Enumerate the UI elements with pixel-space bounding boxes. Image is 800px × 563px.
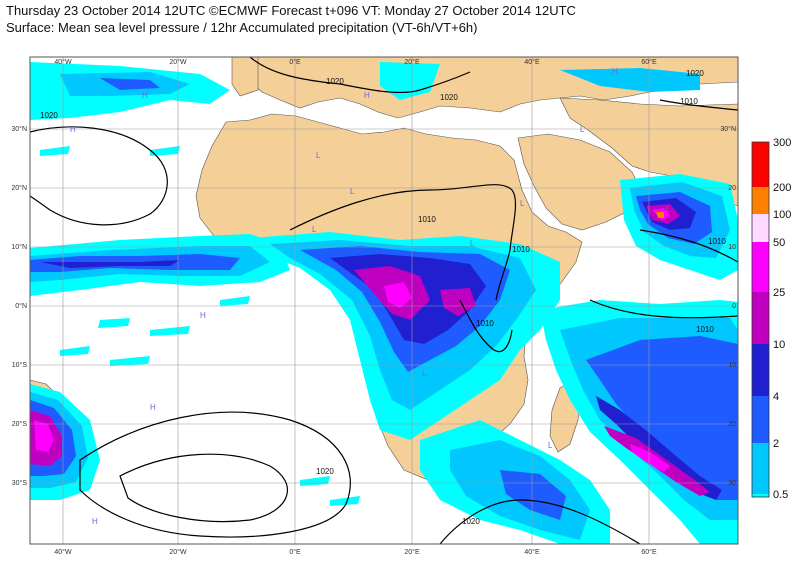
legend-label: 50 xyxy=(773,237,785,249)
pressure-centre: L xyxy=(470,239,475,248)
pressure-centre: H xyxy=(150,403,156,412)
legend-label: 100 xyxy=(773,209,791,221)
latitude-labels-left: 30°N 20°N 10°N 0°N 10°S 20°S 30°S xyxy=(11,125,27,487)
lat-label: 10°N xyxy=(11,243,27,251)
lat-label: 30°S xyxy=(12,479,28,487)
legend-swatch-200-300 xyxy=(752,142,769,187)
lon-label: 20°E xyxy=(404,58,420,66)
isobar-1010-iran xyxy=(659,99,739,111)
map-subtitle: Surface: Mean sea level pressure / 12hr … xyxy=(6,20,478,35)
lon-label: 40°E xyxy=(524,58,540,66)
pressure-centre: L xyxy=(580,125,585,134)
lat-label-right: 30 xyxy=(728,480,736,487)
isobar-label: 1010 xyxy=(696,325,714,334)
isobar-label: 1020 xyxy=(686,69,704,78)
lon-label: 40°E xyxy=(524,548,540,556)
legend-label: 10 xyxy=(773,339,785,351)
precipitation-legend: 300 200 100 50 25 10 4 2 0.5 xyxy=(751,137,791,501)
land-iberia xyxy=(231,56,259,97)
lon-label: 20°E xyxy=(404,548,420,556)
legend-swatch-50-100 xyxy=(752,214,769,242)
isobar-label: 1020 xyxy=(440,93,458,102)
lon-label: 0°E xyxy=(289,58,301,66)
lat-label: 0°N xyxy=(15,302,27,310)
legend-swatch-2-4 xyxy=(752,396,769,443)
lat-label-right: 0 xyxy=(732,303,736,310)
lon-label: 40°W xyxy=(54,58,72,66)
legend-label: 25 xyxy=(773,287,785,299)
lat-label-right: 20 xyxy=(728,185,736,192)
longitude-labels-top: 40°W 20°W 0°E 20°E 40°E 60°E xyxy=(54,58,657,66)
pressure-centre: L xyxy=(312,225,317,234)
pressure-centre: H xyxy=(200,311,206,320)
isobar-1020-south-atlantic-inner xyxy=(119,453,288,523)
lon-label: 40°W xyxy=(54,548,72,556)
map-frame xyxy=(29,56,739,545)
isobar-labels: 1020 1020 1020 1010 1010 1010 1010 1020 … xyxy=(40,69,726,526)
lon-label: 20°W xyxy=(169,548,187,556)
lat-label-right: 10 xyxy=(728,362,736,369)
isobar-label: 1020 xyxy=(326,77,344,86)
isobar-label: 1010 xyxy=(680,97,698,106)
map-title: Thursday 23 October 2014 12UTC ©ECMWF Fo… xyxy=(6,3,576,18)
isobar-1020-south-atlantic xyxy=(79,411,351,538)
lat-label-right: 10 xyxy=(728,244,736,251)
isobar-label: 1020 xyxy=(462,517,480,526)
land-arabia xyxy=(517,133,643,231)
lat-label: 30°N xyxy=(11,125,27,133)
latitude-labels-right: 30°N 20 10 0 10 20 30 xyxy=(720,125,736,487)
isobar-1020-europe xyxy=(249,56,471,94)
isobar-1020-north-atlantic xyxy=(29,126,168,226)
isobar-label: 1010 xyxy=(512,245,530,254)
pressure-centre: H xyxy=(142,91,148,100)
longitude-labels-bottom: 40°W 20°W 0°E 20°E 40°E 60°E xyxy=(54,548,657,556)
lon-label: 60°E xyxy=(641,548,657,556)
pressure-centre: L xyxy=(666,205,671,214)
isobar-label: 1020 xyxy=(316,467,334,476)
graticule xyxy=(30,57,738,544)
isobar-label: 1010 xyxy=(476,319,494,328)
legend-swatch-10-25 xyxy=(752,292,769,344)
pressure-centre: H xyxy=(364,91,370,100)
legend-swatch-0.5-2 xyxy=(752,443,769,494)
lon-label: 60°E xyxy=(641,58,657,66)
legend-swatch-4-10 xyxy=(752,344,769,396)
isobars xyxy=(29,56,739,545)
pressure-centre: H xyxy=(70,125,76,134)
pressure-centre: L xyxy=(350,187,355,196)
legend-label: 200 xyxy=(773,182,791,194)
lat-label-right: 20 xyxy=(728,421,736,428)
pressure-centre: H xyxy=(92,517,98,526)
pressure-centre: L xyxy=(520,199,525,208)
isobar-1010-arabian-sea xyxy=(639,229,739,263)
legend-frame xyxy=(751,141,770,498)
lon-label: 0°E xyxy=(289,548,301,556)
isobar-label: 1010 xyxy=(418,215,436,224)
pressure-centre: L xyxy=(548,441,553,450)
pressure-centres: H H L L L L L L H H H L L L H H xyxy=(70,67,671,526)
legend-swatch-25-50 xyxy=(752,242,769,292)
lat-label-right: 30°N xyxy=(720,125,736,133)
lat-label: 10°S xyxy=(12,361,28,369)
pressure-centre: L xyxy=(316,151,321,160)
lon-label: 20°W xyxy=(169,58,187,66)
isobar-1010-east-africa xyxy=(459,299,513,353)
isobar-1010-indian xyxy=(589,299,739,319)
isobar-label: 1020 xyxy=(40,111,58,120)
legend-swatch-lt-0.5 xyxy=(752,494,769,497)
legend-label: 4 xyxy=(773,391,779,403)
isobar-label: 1010 xyxy=(708,237,726,246)
pressure-centre: H xyxy=(612,67,618,76)
lat-label: 20°N xyxy=(11,184,27,192)
lat-label: 20°S xyxy=(12,420,28,428)
legend-swatch-100-200 xyxy=(752,187,769,214)
isobar-1020-south-indian xyxy=(439,499,641,545)
legend-label: 0.5 xyxy=(773,489,788,501)
legend-label: 2 xyxy=(773,438,779,450)
isobar-1010-sahara xyxy=(289,184,517,301)
legend-label: 300 xyxy=(773,137,791,149)
pressure-centre: L xyxy=(422,369,427,378)
